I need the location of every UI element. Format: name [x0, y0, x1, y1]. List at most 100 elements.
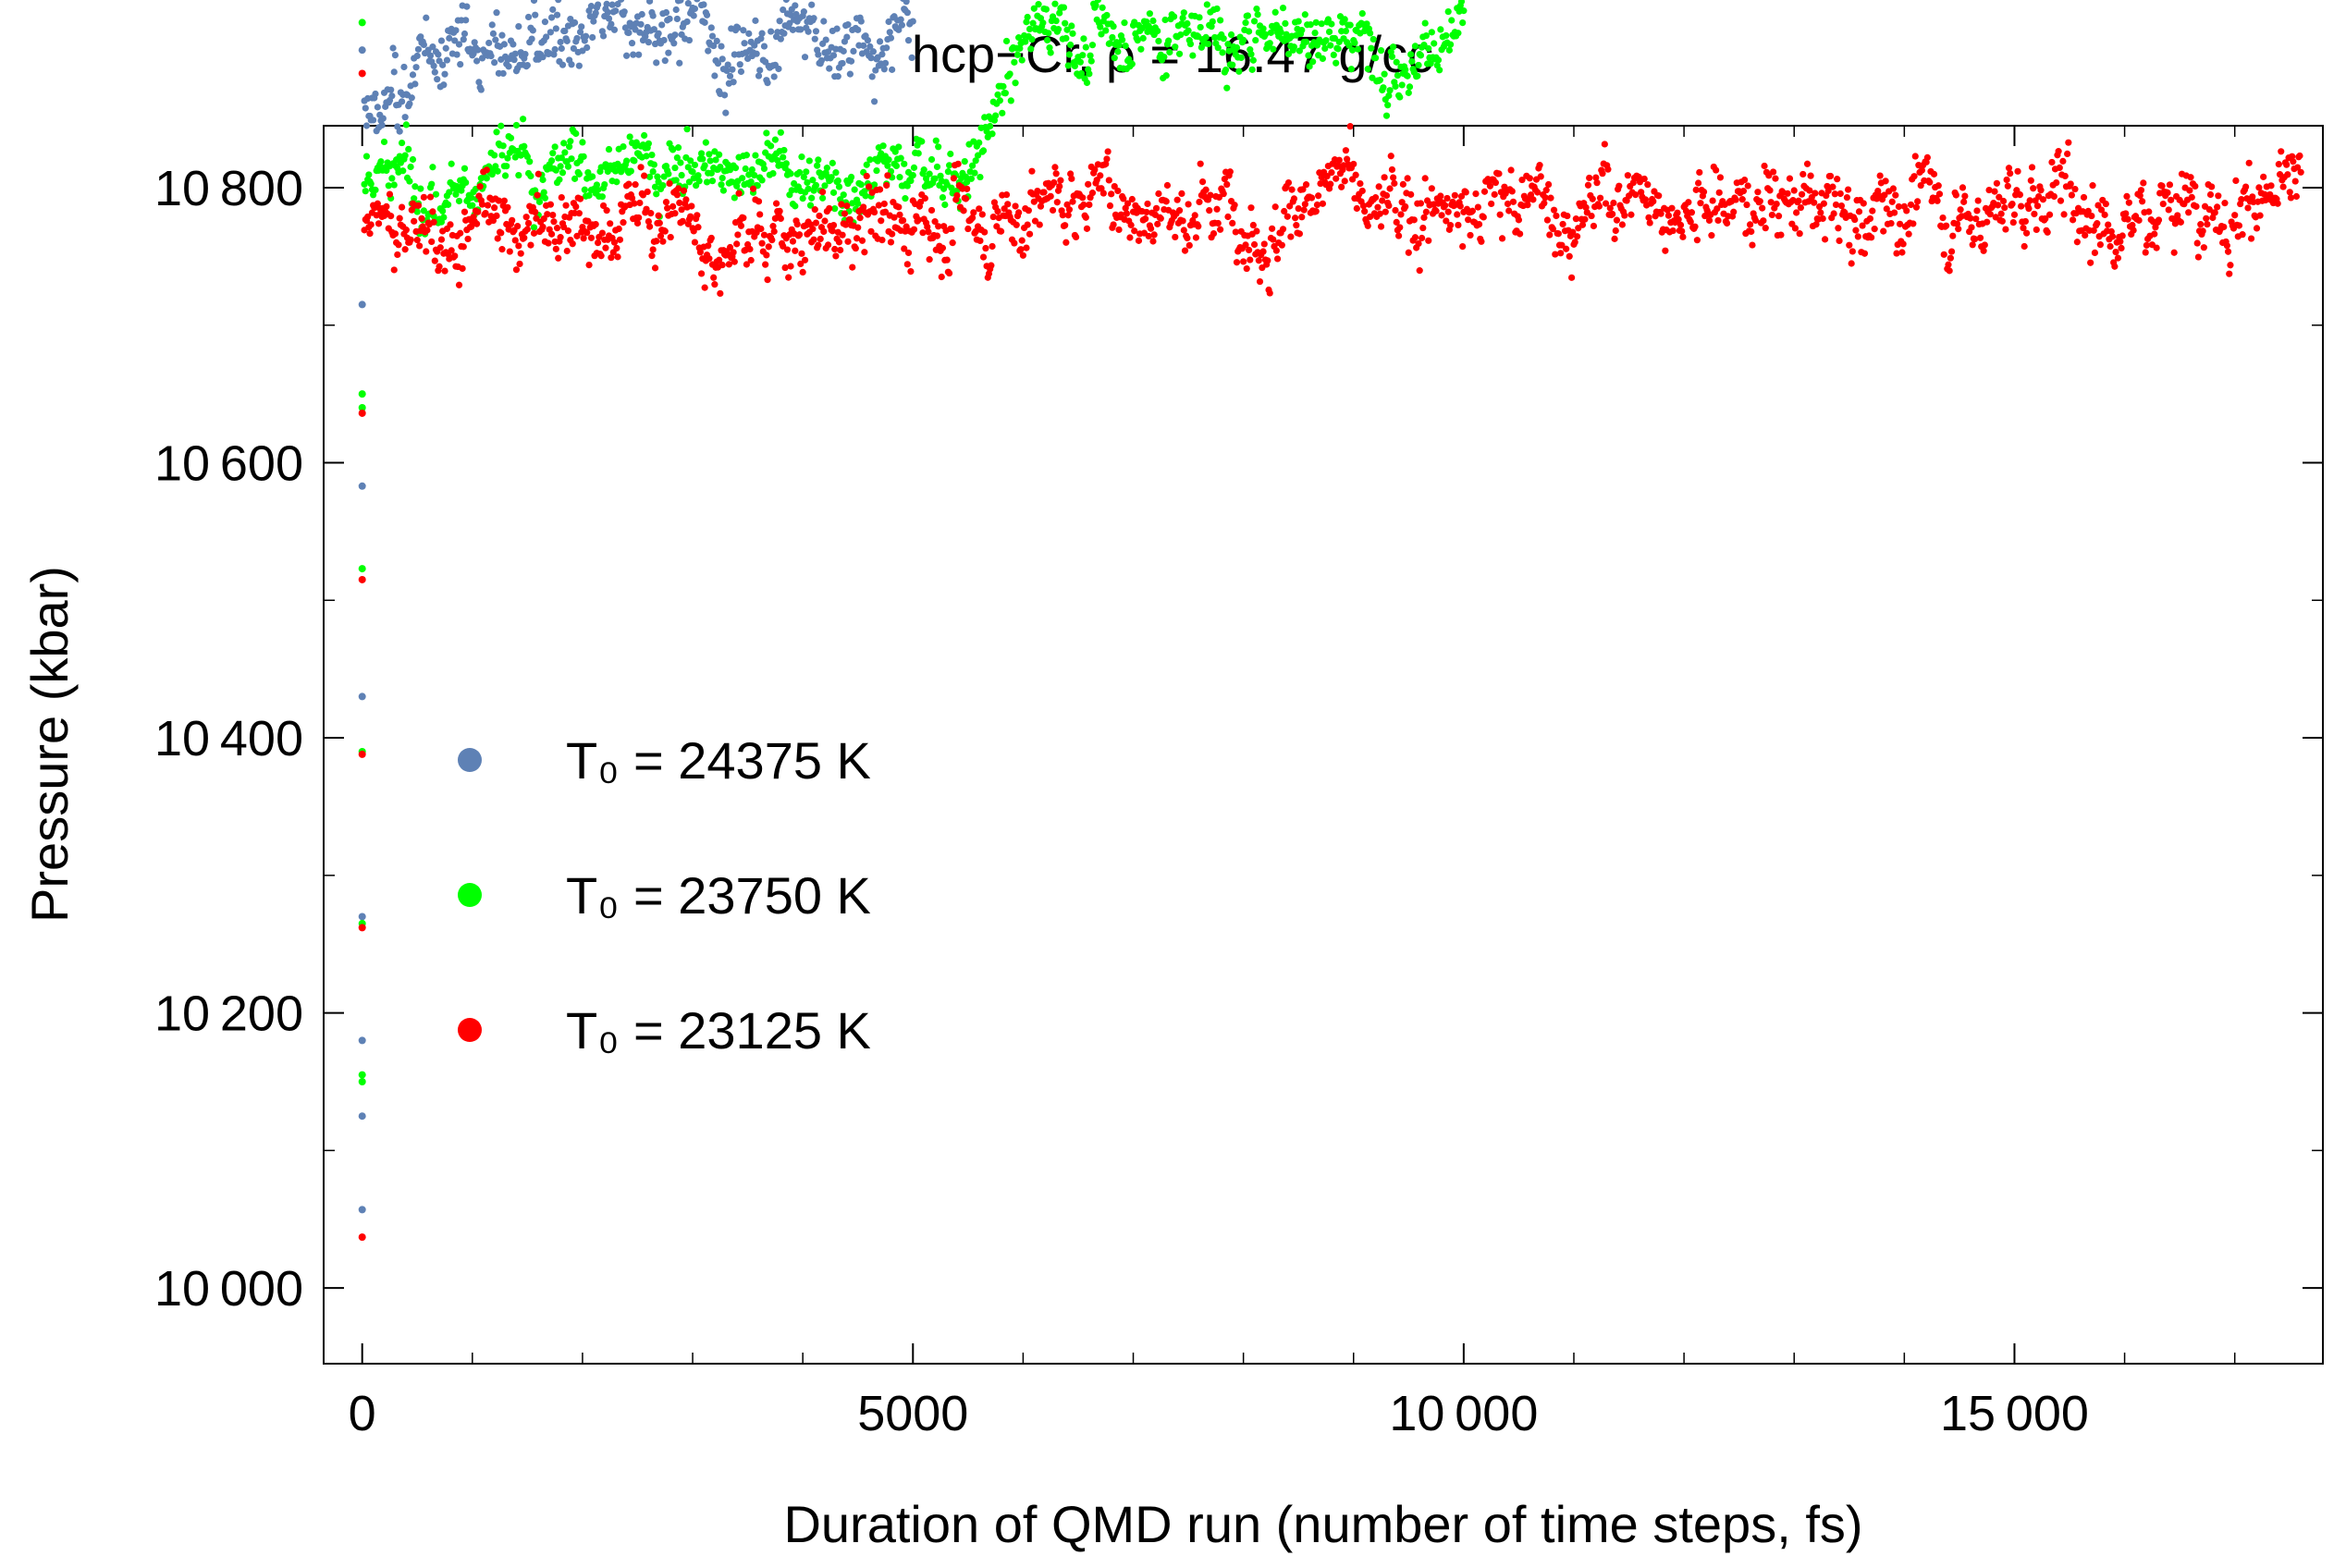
data-point	[745, 171, 753, 178]
data-point	[884, 172, 891, 179]
data-point	[1820, 200, 1827, 207]
data-point	[820, 227, 828, 236]
data-point	[694, 212, 701, 219]
data-point	[1385, 92, 1393, 100]
data-point	[726, 72, 734, 80]
data-point	[669, 202, 677, 210]
data-point	[719, 174, 726, 182]
data-point	[829, 189, 838, 196]
data-point	[1754, 189, 1762, 196]
data-point	[1286, 202, 1294, 210]
data-point	[555, 0, 562, 4]
data-point	[388, 92, 396, 100]
data-point	[1480, 214, 1487, 221]
data-point	[896, 211, 903, 218]
data-point	[1210, 229, 1218, 238]
data-point	[1150, 231, 1158, 239]
data-point	[783, 246, 792, 253]
data-point	[2129, 221, 2136, 229]
data-point	[2142, 249, 2149, 256]
data-point	[948, 225, 955, 233]
data-point	[469, 202, 476, 209]
data-point	[2045, 211, 2054, 218]
data-point	[2018, 202, 2025, 210]
data-point	[1559, 220, 1566, 228]
data-point	[2186, 187, 2193, 194]
data-point	[819, 194, 827, 202]
data-point	[1798, 190, 1806, 198]
data-point	[402, 121, 410, 129]
data-point	[1767, 199, 1775, 206]
data-point	[1053, 199, 1061, 206]
data-point	[1207, 191, 1214, 199]
data-point	[1392, 82, 1399, 91]
data-point	[976, 173, 984, 181]
data-point	[1002, 37, 1011, 45]
data-point	[679, 217, 686, 225]
data-point	[780, 153, 787, 161]
data-point	[1947, 254, 1954, 262]
data-point	[1026, 25, 1034, 33]
data-point	[2068, 191, 2076, 199]
data-point	[1247, 204, 1255, 212]
data-point	[691, 239, 699, 246]
data-point	[387, 86, 395, 93]
data-point	[817, 56, 826, 65]
data-point	[607, 220, 614, 227]
data-point	[434, 76, 441, 83]
data-point	[1233, 43, 1241, 52]
data-point	[658, 21, 666, 29]
data-point	[671, 164, 679, 172]
data-point	[358, 1112, 366, 1121]
data-point	[910, 226, 918, 233]
data-point	[2059, 157, 2067, 165]
data-point	[650, 161, 657, 168]
data-point	[854, 200, 862, 207]
data-point	[854, 224, 862, 231]
data-point	[423, 248, 430, 255]
data-point	[477, 86, 485, 93]
data-point	[1271, 8, 1279, 16]
data-point	[1946, 267, 1953, 275]
data-point	[1224, 41, 1232, 48]
data-point	[1271, 203, 1279, 211]
data-point	[776, 18, 783, 25]
data-point	[516, 260, 523, 268]
data-point	[1305, 52, 1312, 59]
data-point	[1105, 177, 1112, 184]
data-point	[927, 155, 936, 164]
data-point	[1609, 210, 1616, 218]
data-point	[1250, 240, 1259, 249]
data-point	[994, 91, 1001, 99]
data-point	[506, 248, 513, 255]
data-point	[2057, 197, 2065, 204]
data-point	[1381, 174, 1388, 181]
data-point	[1541, 200, 1548, 207]
data-point	[604, 8, 611, 16]
data-point	[662, 198, 670, 206]
data-point	[1288, 186, 1296, 193]
data-point	[1508, 188, 1516, 195]
data-point	[388, 175, 396, 182]
data-point	[504, 154, 511, 162]
data-point	[2001, 204, 2008, 212]
data-point	[1099, 4, 1106, 11]
data-point	[532, 208, 539, 216]
data-point	[589, 173, 596, 180]
data-point	[1887, 219, 1895, 227]
data-point	[1674, 209, 1681, 216]
data-point	[706, 151, 713, 158]
data-point	[521, 142, 528, 150]
data-point	[737, 67, 745, 76]
data-point	[1191, 212, 1198, 219]
data-point	[1064, 62, 1072, 69]
data-point	[587, 3, 596, 10]
data-point	[1057, 177, 1064, 184]
data-point	[1062, 19, 1069, 27]
data-point	[901, 245, 908, 252]
data-point	[561, 27, 569, 35]
data-point	[1225, 47, 1233, 55]
data-point	[497, 122, 505, 129]
data-point	[1390, 174, 1397, 181]
data-point	[1708, 232, 1715, 239]
